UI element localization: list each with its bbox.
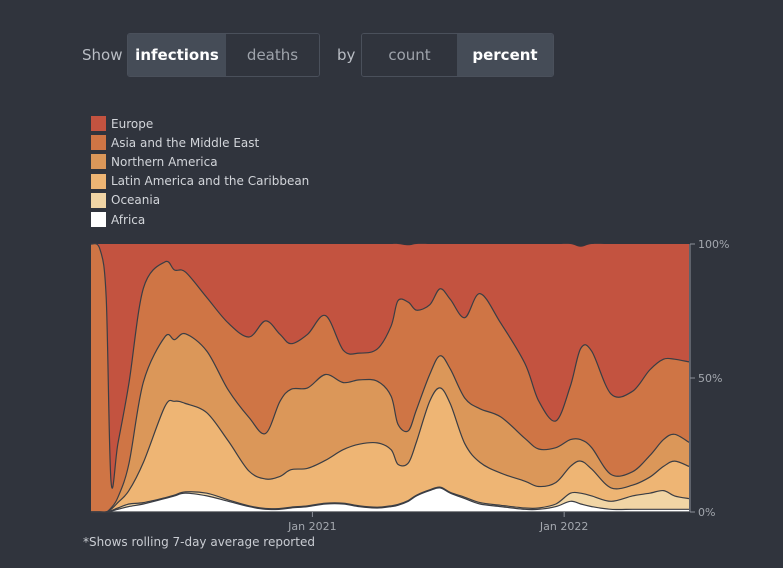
boundary-latin-america-and-the-caribbean [90, 387, 690, 513]
legend-swatch [91, 212, 106, 228]
legend-item-latin-america-and-the-caribbean: Latin America and the Caribbean [91, 172, 309, 191]
x-tick-label: Jan 2022 [539, 520, 588, 533]
x-axis: Jan 2021 Jan 2022 [287, 512, 588, 533]
legend-label: Europe [111, 116, 154, 131]
footnote: *Shows rolling 7-day average reported [83, 535, 315, 549]
boundary-northern-america [90, 332, 690, 513]
area-layers [90, 243, 690, 513]
legend-item-northern-america: Northern America [91, 152, 309, 171]
legend-swatch [91, 135, 106, 151]
chart-controls: Show infections deaths by count percent [0, 33, 783, 77]
area-oceania [91, 487, 689, 513]
legend-label: Northern America [111, 154, 218, 169]
metric-toggle: infections deaths [127, 33, 320, 77]
legend-swatch [91, 192, 106, 208]
legend-label: Latin America and the Caribbean [111, 174, 310, 189]
y-tick-label: 100% [698, 238, 729, 251]
y-axis: 0% 50% 100% [689, 238, 729, 519]
x-tick-label: Jan 2021 [287, 520, 336, 533]
by-label: by [337, 46, 356, 64]
legend-swatch [91, 116, 106, 132]
infections-button[interactable]: infections [128, 34, 226, 76]
legend-label: Oceania [111, 193, 161, 208]
legend-swatch [91, 154, 106, 170]
area-asia-and-the-middle-east [91, 243, 689, 513]
mode-toggle: count percent [361, 33, 554, 77]
legend-label: Asia and the Middle East [111, 135, 260, 150]
area-africa [91, 487, 689, 513]
area-europe [91, 243, 689, 489]
legend-item-oceania: Oceania [91, 191, 309, 210]
area-northern-america [91, 333, 689, 513]
area-latin-america-and-the-caribbean [91, 387, 689, 513]
legend-item-europe: Europe [91, 114, 309, 133]
y-tick-label: 0% [698, 506, 715, 519]
count-button[interactable]: count [362, 34, 457, 76]
chart-legend: Europe Asia and the Middle East Northern A… [91, 114, 309, 229]
legend-item-africa: Africa [91, 210, 309, 229]
legend-label: Africa [111, 212, 146, 227]
legend-swatch [91, 173, 106, 189]
percent-button[interactable]: percent [457, 34, 553, 76]
legend-item-asia-and-the-middle-east: Asia and the Middle East [91, 133, 309, 152]
boundary-oceania [90, 486, 690, 513]
boundary-asia-and-the-middle-east [90, 243, 690, 489]
show-label: Show [82, 46, 123, 64]
deaths-button[interactable]: deaths [226, 34, 319, 76]
boundary-africa [90, 487, 689, 513]
y-tick-label: 50% [698, 372, 722, 385]
